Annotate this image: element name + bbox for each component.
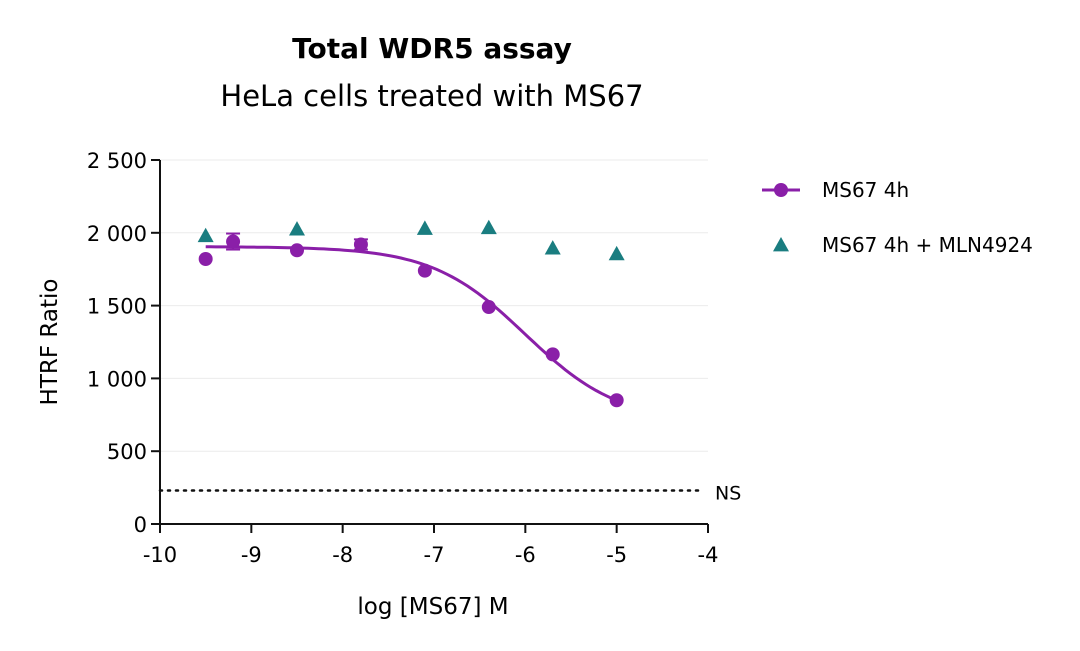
y-tick-label: 1 500: [87, 295, 147, 319]
data-point: [608, 245, 625, 261]
x-tick-label: -10: [143, 543, 177, 567]
data-point: [481, 300, 496, 315]
legend-label: MS67 4h + MLN4924: [822, 233, 1033, 257]
x-tick-label: -5: [606, 543, 627, 567]
data-point: [198, 252, 213, 267]
series-0: [198, 232, 624, 408]
y-tick-label: 2 500: [87, 149, 147, 173]
legend-marker: [774, 183, 788, 197]
x-tick-label: -9: [241, 543, 262, 567]
chart-subtitle: HeLa cells treated with MS67: [220, 79, 643, 113]
data-point: [545, 347, 560, 362]
grid-lines: [160, 159, 708, 452]
ns-label: NS: [715, 483, 741, 505]
data-point: [417, 263, 432, 278]
data-point: [353, 237, 368, 252]
data-point: [290, 243, 304, 258]
x-tick-label: -8: [332, 543, 353, 567]
data-point: [289, 221, 305, 236]
data-point: [609, 393, 624, 408]
y-axis-label: HTRF Ratio: [37, 279, 63, 406]
data-point: [544, 240, 561, 255]
y-tick-label: 2 000: [87, 222, 147, 246]
axes: 0 500 1 000 1 500 2 000 2 500 -10 -9 -8 -7 -6 -5 -4: [87, 149, 719, 567]
chart-title: Total WDR5 assay: [292, 32, 572, 65]
series-group: [197, 219, 625, 408]
y-tick-label: 500: [107, 440, 147, 464]
series-1: [197, 219, 625, 261]
legend: MS67 4h MS67 4h + MLN4924: [762, 178, 1033, 257]
legend-marker: [773, 237, 789, 252]
legend-label: MS67 4h: [822, 178, 909, 202]
fit-curve: [205, 245, 618, 402]
data-point: [416, 220, 433, 235]
data-point: [480, 219, 497, 235]
data-point: [226, 234, 241, 249]
reference-line-group: NS: [158, 483, 741, 505]
x-tick-label: -6: [515, 543, 536, 567]
x-tick-label: -7: [424, 543, 445, 567]
data-point: [197, 227, 214, 243]
y-tick-label: 0: [134, 513, 147, 537]
y-tick-label: 1 000: [87, 367, 147, 391]
x-tick-label: -4: [698, 543, 719, 567]
x-axis-label: log [MS67] M: [357, 594, 508, 620]
